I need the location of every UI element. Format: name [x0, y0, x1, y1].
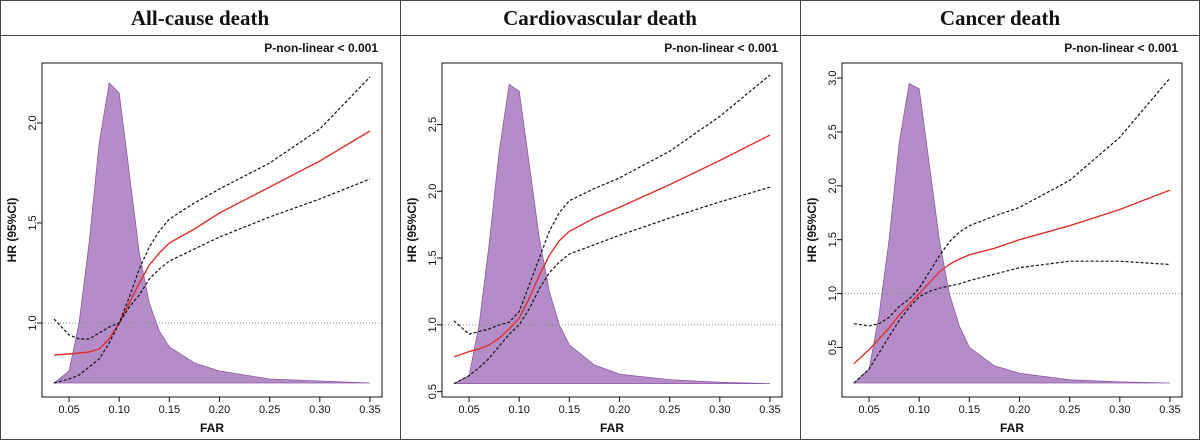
y-tick-label: 1.0 — [827, 286, 839, 301]
x-tick-label: 0.35 — [359, 404, 380, 416]
y-tick-label: 2.5 — [427, 117, 439, 132]
panel-title: Cardiovascular death — [503, 6, 697, 30]
y-tick-label: 1.5 — [427, 250, 439, 265]
density-area — [52, 82, 371, 384]
x-axis-label: FAR — [1000, 421, 1024, 435]
y-tick-label: 1.0 — [427, 317, 439, 332]
x-tick-label: 0.05 — [458, 404, 479, 416]
y-tick-label: 2.0 — [427, 184, 439, 199]
ci-line — [853, 77, 1171, 327]
x-axis-label: FAR — [200, 421, 224, 435]
y-axis-label: HR (95%CI) — [5, 198, 19, 263]
ci-line — [53, 76, 371, 340]
ci-line — [453, 74, 771, 335]
panel-title: Cancer death — [940, 6, 1061, 30]
annotation: P-non-linear < 0.001 — [264, 41, 378, 55]
plot-frame — [41, 62, 383, 398]
x-tick-label: 0.15 — [959, 404, 980, 416]
ci-line — [453, 186, 771, 385]
x-tick-label: 0.10 — [509, 404, 530, 416]
x-tick-label: 0.20 — [609, 404, 630, 416]
ci-line — [853, 260, 1171, 384]
panel: All-cause death P-non-linear < 0.001 FAR HR… — [5, 6, 383, 435]
x-tick-label: 0.25 — [659, 404, 680, 416]
x-tick-label: 0.30 — [709, 404, 730, 416]
x-tick-label: 0.15 — [559, 404, 580, 416]
panel-title: All-cause death — [131, 6, 270, 30]
x-tick-label: 0.35 — [1159, 404, 1180, 416]
x-tick-label: 0.10 — [109, 404, 130, 416]
hr-line — [453, 134, 771, 358]
y-tick-label: 1.5 — [827, 232, 839, 247]
x-tick-label: 0.25 — [259, 404, 280, 416]
x-tick-label: 0.30 — [1109, 404, 1130, 416]
y-tick-label: 2.5 — [827, 124, 839, 139]
x-tick-label: 0.15 — [159, 404, 180, 416]
density-area — [852, 82, 1171, 384]
ci-line — [53, 178, 371, 384]
x-tick-label: 0.05 — [58, 404, 79, 416]
x-tick-label: 0.20 — [1009, 404, 1030, 416]
x-tick-label: 0.10 — [909, 404, 930, 416]
x-tick-label: 0.20 — [209, 404, 230, 416]
x-tick-label: 0.25 — [1059, 404, 1080, 416]
hr-line — [853, 189, 1171, 365]
plot-frame — [841, 62, 1183, 398]
y-tick-label: 2.0 — [27, 115, 39, 130]
panel: Cardiovascular death P-non-linear < 0.001… — [405, 6, 783, 435]
density-area — [453, 83, 771, 384]
y-axis-label: HR (95%CI) — [405, 198, 419, 263]
plot-frame — [441, 62, 783, 398]
annotation: P-non-linear < 0.001 — [664, 41, 778, 55]
hr-line — [53, 130, 371, 356]
y-tick-label: 2.0 — [827, 178, 839, 193]
x-tick-label: 0.30 — [309, 404, 330, 416]
y-tick-label: 0.5 — [827, 340, 839, 355]
y-tick-label: 0.5 — [427, 384, 439, 399]
x-tick-label: 0.35 — [759, 404, 780, 416]
y-tick-label: 1.0 — [27, 315, 39, 330]
x-tick-label: 0.05 — [858, 404, 879, 416]
annotation: P-non-linear < 0.001 — [1064, 41, 1178, 55]
y-axis-label: HR (95%CI) — [805, 198, 819, 263]
y-tick-label: 1.5 — [27, 215, 39, 230]
x-axis-label: FAR — [600, 421, 624, 435]
y-tick-label: 3.0 — [827, 70, 839, 85]
